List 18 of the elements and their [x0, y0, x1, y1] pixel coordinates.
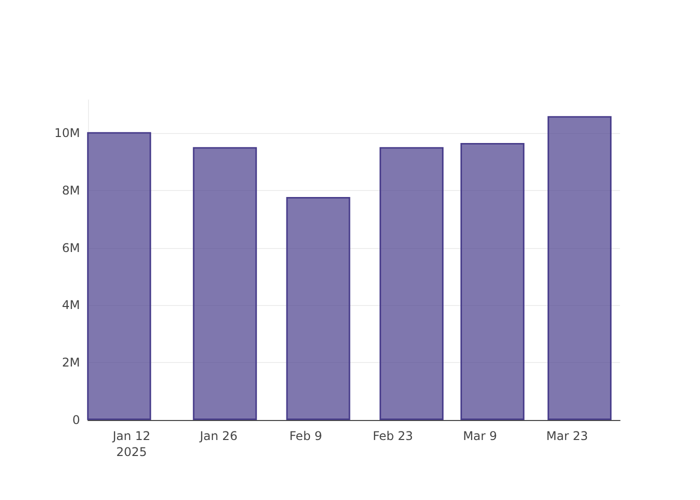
y-tick-label: 6M: [62, 240, 80, 255]
bar: [192, 147, 257, 420]
bar: [87, 132, 152, 420]
x-tick-label: Feb 9: [289, 429, 322, 443]
bar: [548, 116, 612, 420]
x-tick-label: Jan 26: [198, 429, 238, 443]
y-tick-label: 0: [72, 413, 80, 427]
x-tick-label: Mar 9: [462, 429, 498, 443]
x-tick-label: Feb 23: [372, 429, 414, 443]
y-tick-label: 8M: [62, 183, 80, 198]
x-tick-label: Mar 23: [546, 429, 588, 443]
y-tick-label: 4M: [62, 298, 80, 312]
y-tick-label: 2M: [62, 356, 80, 370]
x-tick-label: Jan 12 2025: [112, 429, 150, 459]
bar: [460, 143, 524, 420]
bar: [286, 197, 350, 420]
y-tick-label: 10M: [54, 126, 80, 140]
bar: [380, 147, 444, 420]
